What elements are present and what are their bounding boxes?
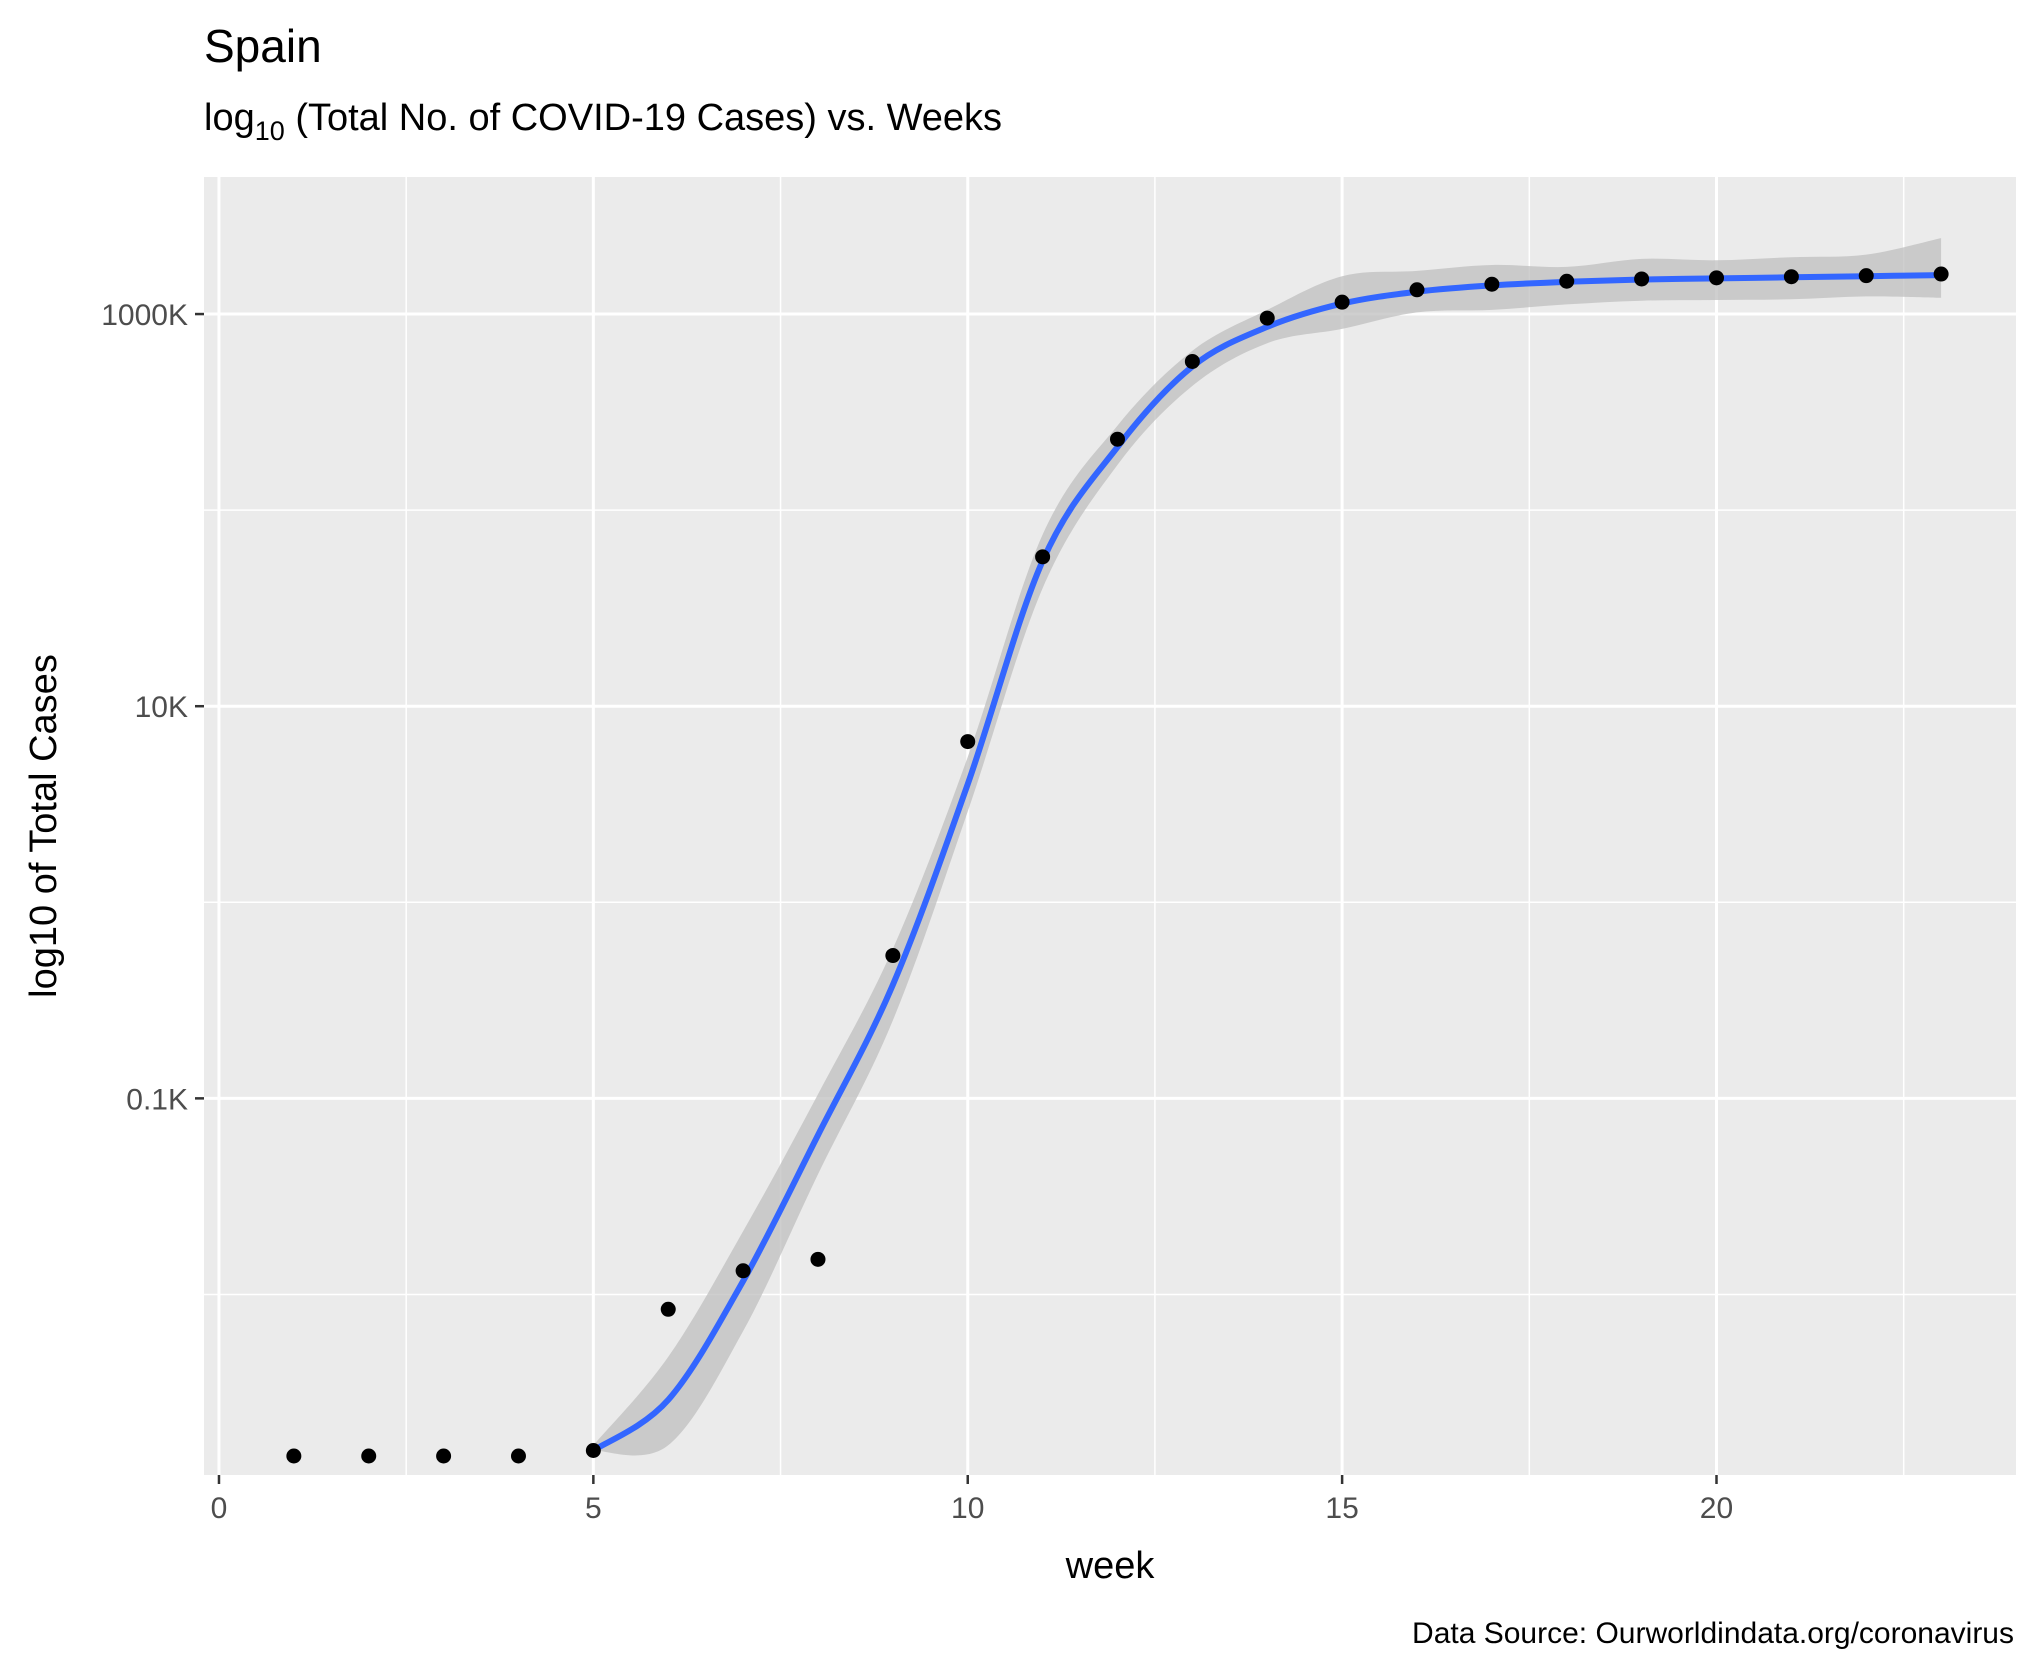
smooth-line	[590, 272, 1945, 1454]
data-point	[885, 948, 901, 964]
data-point	[1109, 431, 1125, 447]
x-tick-label: 20	[1700, 1492, 1733, 1525]
fitted-curve	[590, 272, 1945, 1454]
x-tick-label: 0	[211, 1492, 228, 1525]
grid-lines	[204, 177, 2016, 1475]
data-point	[1035, 549, 1051, 565]
data-point	[1334, 294, 1350, 310]
chart-title: Spain	[204, 20, 322, 72]
subtitle-log: log	[204, 97, 255, 139]
data-point	[361, 1448, 377, 1464]
data-point	[1708, 270, 1724, 286]
x-tick-label: 10	[951, 1492, 984, 1525]
y-axis-title: log10 of Total Cases	[23, 654, 65, 998]
data-point	[735, 1263, 751, 1279]
data-point	[585, 1443, 601, 1459]
subtitle-rest: (Total No. of COVID-19 Cases) vs. Weeks	[285, 97, 1002, 139]
y-tick-label: 1000K	[101, 299, 188, 332]
data-point	[1933, 266, 1949, 282]
data-point	[1858, 268, 1874, 284]
x-axis-title: week	[1065, 1545, 1156, 1587]
data-point	[1634, 271, 1650, 287]
data-point	[286, 1448, 302, 1464]
data-point	[436, 1448, 452, 1464]
confidence-ribbon	[593, 238, 1942, 1456]
data-point	[810, 1251, 826, 1267]
x-tick-label: 15	[1325, 1492, 1358, 1525]
data-point	[1559, 273, 1575, 289]
y-tick-label: 0.1K	[126, 1083, 188, 1116]
data-point	[660, 1301, 676, 1317]
data-points	[286, 266, 1949, 1464]
data-point	[960, 734, 976, 750]
y-tick-label: 10K	[135, 691, 188, 724]
data-source-caption: Data Source: Ourworldindata.org/coronavi…	[1412, 1617, 2014, 1650]
data-point	[510, 1448, 526, 1464]
data-point	[1409, 282, 1425, 298]
chart-subtitle: log10 (Total No. of COVID-19 Cases) vs. …	[204, 97, 1002, 146]
data-point	[1484, 276, 1500, 292]
confidence-band	[593, 238, 1942, 1456]
data-point	[1259, 310, 1275, 326]
data-point	[1783, 269, 1799, 285]
axes: 0 5 10 15 20 0.1K 10K 1000K	[101, 299, 1733, 1525]
subtitle-subscript: 10	[255, 116, 285, 146]
x-tick-label: 5	[585, 1492, 602, 1525]
plot-panel	[204, 177, 2016, 1475]
data-point	[1184, 353, 1200, 369]
